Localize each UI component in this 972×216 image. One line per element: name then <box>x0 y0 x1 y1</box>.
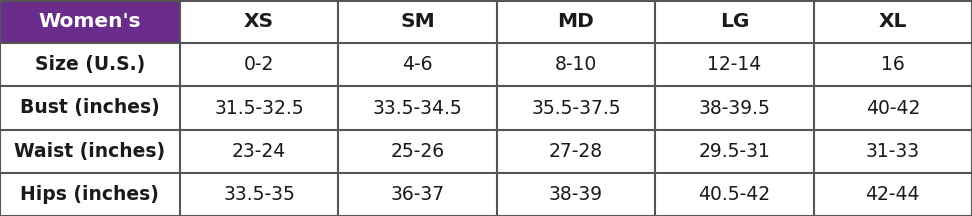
Bar <box>814 173 972 216</box>
Bar <box>338 86 497 130</box>
Text: 29.5-31: 29.5-31 <box>699 142 770 161</box>
Bar <box>497 173 655 216</box>
Text: 0-2: 0-2 <box>244 55 274 74</box>
Text: 27-28: 27-28 <box>549 142 603 161</box>
Text: 25-26: 25-26 <box>391 142 444 161</box>
Text: 40-42: 40-42 <box>866 98 920 118</box>
Bar <box>0 130 180 173</box>
Bar <box>338 0 497 43</box>
Bar <box>180 43 338 86</box>
Text: Waist (inches): Waist (inches) <box>15 142 165 161</box>
Text: Hips (inches): Hips (inches) <box>20 185 159 204</box>
Text: 38-39: 38-39 <box>549 185 603 204</box>
Bar <box>497 86 655 130</box>
Text: 8-10: 8-10 <box>555 55 597 74</box>
Bar <box>180 0 338 43</box>
Bar <box>0 43 180 86</box>
Bar <box>814 130 972 173</box>
Text: Women's: Women's <box>39 12 141 31</box>
Bar <box>0 0 180 43</box>
Text: 40.5-42: 40.5-42 <box>698 185 771 204</box>
Bar <box>338 43 497 86</box>
Bar <box>497 43 655 86</box>
Bar <box>180 173 338 216</box>
Bar <box>497 130 655 173</box>
Text: 35.5-37.5: 35.5-37.5 <box>531 98 621 118</box>
Bar <box>338 173 497 216</box>
Text: MD: MD <box>558 12 594 31</box>
Text: LG: LG <box>719 12 749 31</box>
Text: 23-24: 23-24 <box>232 142 286 161</box>
Text: XS: XS <box>244 12 274 31</box>
Text: 42-44: 42-44 <box>865 185 920 204</box>
Text: Bust (inches): Bust (inches) <box>20 98 159 118</box>
Text: 33.5-35: 33.5-35 <box>224 185 295 204</box>
Bar <box>655 130 814 173</box>
Text: 4-6: 4-6 <box>402 55 433 74</box>
Text: SM: SM <box>400 12 434 31</box>
Bar <box>655 43 814 86</box>
Bar <box>655 173 814 216</box>
Text: Size (U.S.): Size (U.S.) <box>35 55 145 74</box>
Bar <box>655 0 814 43</box>
Text: 16: 16 <box>881 55 905 74</box>
Bar <box>0 86 180 130</box>
Bar <box>0 173 180 216</box>
Bar <box>814 43 972 86</box>
Text: 33.5-34.5: 33.5-34.5 <box>372 98 463 118</box>
Bar <box>180 130 338 173</box>
Bar <box>655 86 814 130</box>
Bar <box>497 0 655 43</box>
Text: 36-37: 36-37 <box>391 185 444 204</box>
Bar <box>338 130 497 173</box>
Bar <box>814 0 972 43</box>
Text: 31.5-32.5: 31.5-32.5 <box>214 98 304 118</box>
Text: 31-33: 31-33 <box>866 142 920 161</box>
Text: XL: XL <box>879 12 907 31</box>
Bar <box>814 86 972 130</box>
Bar <box>180 86 338 130</box>
Text: 12-14: 12-14 <box>708 55 761 74</box>
Text: 38-39.5: 38-39.5 <box>699 98 770 118</box>
